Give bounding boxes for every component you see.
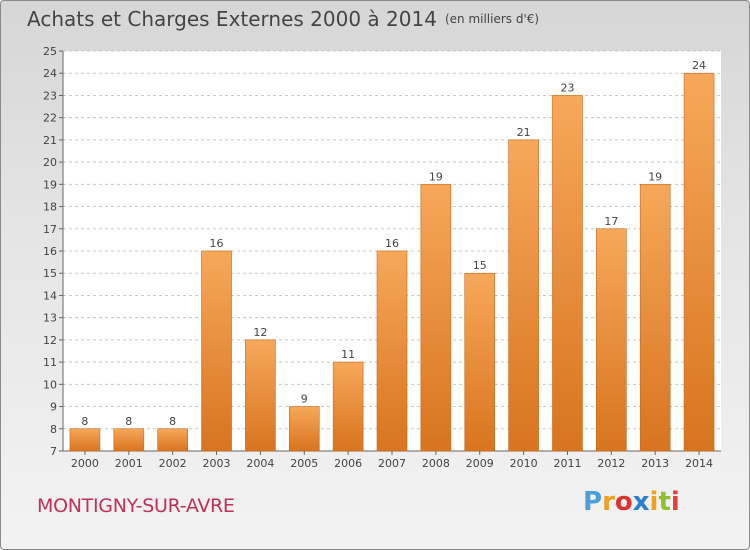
bar: [69, 428, 101, 452]
logo-letter: r: [602, 487, 615, 517]
x-tick-label: 2003: [203, 457, 231, 470]
y-tick-label: 24: [43, 67, 57, 80]
y-tick-label: 13: [43, 312, 57, 325]
bar-value-label: 9: [301, 393, 308, 406]
y-tick-label: 14: [43, 289, 57, 302]
y-tick-label: 7: [50, 445, 57, 458]
x-tick-label: 2002: [159, 457, 187, 470]
y-tick-label: 16: [43, 245, 57, 258]
logo-letter: P: [583, 487, 603, 517]
bar-value-label: 8: [81, 415, 88, 428]
bar-value-label: 15: [473, 259, 487, 272]
bar: [201, 250, 232, 452]
bar-value-label: 16: [210, 237, 224, 250]
bar-value-label: 23: [560, 81, 574, 94]
bar: [420, 184, 452, 452]
y-tick-label: 9: [50, 401, 57, 414]
bar: [245, 339, 276, 452]
bar-value-label: 8: [125, 415, 132, 428]
y-tick-label: 21: [43, 134, 57, 147]
y-tick-label: 19: [43, 178, 57, 191]
y-tick-label: 18: [43, 201, 57, 214]
bar-value-label: 8: [169, 415, 176, 428]
logo-letter: x: [632, 487, 650, 517]
bar-value-label: 24: [692, 59, 706, 72]
bar-value-label: 17: [604, 215, 618, 228]
bar: [157, 428, 188, 452]
x-tick-label: 2013: [641, 457, 669, 470]
x-tick-label: 2001: [115, 457, 143, 470]
bar: [639, 184, 671, 452]
bar: [288, 406, 320, 452]
bar: [464, 272, 496, 452]
bar: [376, 250, 408, 452]
x-tick-label: 2004: [246, 457, 274, 470]
x-tick-label: 2014: [685, 457, 713, 470]
chart-title: Achats et Charges Externes 2000 à 2014 (e…: [27, 7, 539, 31]
y-tick-label: 22: [43, 112, 57, 125]
x-tick-label: 2008: [422, 457, 450, 470]
bar-value-label: 21: [517, 126, 531, 139]
bar: [552, 95, 583, 452]
x-tick-label: 2006: [334, 457, 362, 470]
logo-letter: i: [670, 487, 680, 517]
x-tick-label: 2000: [71, 457, 99, 470]
y-tick-label: 15: [43, 267, 57, 280]
y-tick-label: 23: [43, 89, 57, 102]
y-tick-label: 8: [50, 423, 57, 436]
logo-letter: t: [658, 487, 671, 517]
commune-name: MONTIGNY-SUR-AVRE: [37, 495, 235, 517]
x-tick-label: 2007: [378, 457, 406, 470]
bar: [113, 428, 145, 452]
y-tick-label: 10: [43, 378, 57, 391]
chart-unit: (en milliers d'€): [444, 12, 540, 26]
logo-letter: i: [649, 487, 659, 517]
bar-value-label: 19: [429, 170, 443, 183]
bar: [332, 361, 364, 452]
y-tick-label: 25: [43, 45, 57, 58]
bar: [683, 72, 715, 452]
x-tick-label: 2010: [510, 457, 538, 470]
x-tick-label: 2005: [290, 457, 318, 470]
y-tick-label: 12: [43, 334, 57, 347]
y-tick-label: 17: [43, 223, 57, 236]
bar: [508, 139, 539, 452]
y-tick-label: 20: [43, 156, 57, 169]
x-tick-label: 2009: [466, 457, 494, 470]
chart-title-text: Achats et Charges Externes 2000 à 2014: [27, 7, 437, 31]
bar-value-label: 19: [648, 170, 662, 183]
logo-letter: o: [614, 487, 633, 517]
bar: [596, 228, 627, 452]
x-tick-label: 2012: [597, 457, 625, 470]
y-tick-label: 11: [43, 356, 57, 369]
x-tick-label: 2011: [553, 457, 581, 470]
bar-value-label: 16: [385, 237, 399, 250]
bar-value-label: 11: [341, 348, 355, 361]
proxiti-logo: Proxiti: [583, 487, 680, 517]
bar-value-label: 12: [253, 326, 267, 339]
